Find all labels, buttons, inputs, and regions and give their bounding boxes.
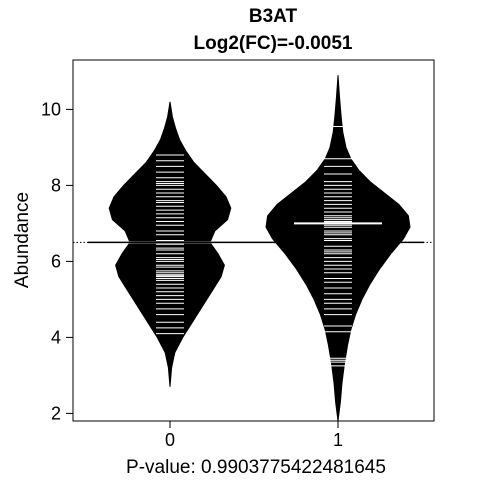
- chart-subtitle: Log2(FC)=-0.0051: [194, 33, 353, 54]
- y-tick-label-6: 6: [51, 251, 61, 271]
- bean-shape-group-1: [265, 75, 411, 422]
- x-tick-label-1: 1: [333, 430, 343, 450]
- x-axis-label: P-value: 0.9903775422481645: [126, 457, 386, 478]
- y-axis-label: Abundance: [12, 192, 33, 288]
- y-tick-label-8: 8: [51, 175, 61, 195]
- y-tick-label-2: 2: [51, 403, 61, 423]
- y-axis: 2 4 6 8 10: [41, 99, 73, 423]
- x-tick-label-0: 0: [165, 430, 175, 450]
- beans-layer: [73, 75, 434, 422]
- plot-frame: [72, 59, 435, 422]
- y-tick-label-10: 10: [41, 99, 61, 119]
- y-tick-label-4: 4: [51, 327, 61, 347]
- chart-title: B3AT: [249, 6, 298, 27]
